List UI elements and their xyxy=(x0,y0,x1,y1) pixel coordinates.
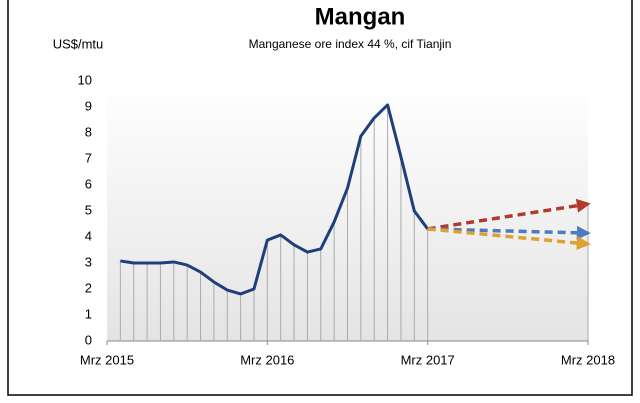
forecast-arrow xyxy=(427,227,591,250)
y-tick-label: 8 xyxy=(85,124,92,139)
y-tick-label: 10 xyxy=(78,72,92,87)
y-tick-label: 9 xyxy=(85,98,92,113)
line-series xyxy=(120,103,429,296)
forecast-arrow xyxy=(427,198,591,231)
x-tick-label: Mrz 2016 xyxy=(240,352,294,367)
forecast-arrow xyxy=(427,225,591,240)
x-tick-label: Mrz 2015 xyxy=(80,352,134,367)
frame xyxy=(7,0,633,396)
y-axis-label: US$/mtu xyxy=(53,36,104,51)
y-tick-label: 3 xyxy=(85,254,92,269)
x-tick-label: Mrz 2018 xyxy=(561,352,615,367)
chart-subtitle: Manganese ore index 44 %, cif Tianjin xyxy=(249,37,452,51)
x-tick-label: Mrz 2017 xyxy=(401,352,455,367)
y-tick-label: 7 xyxy=(85,150,92,165)
y-tick-label: 2 xyxy=(85,280,92,295)
y-tick-label: 5 xyxy=(85,202,92,217)
y-tick-label: 1 xyxy=(85,306,92,321)
y-tick-label: 6 xyxy=(85,176,92,191)
y-tick-label: 4 xyxy=(85,228,92,243)
chart-title: Mangan xyxy=(315,3,406,30)
y-tick-label: 0 xyxy=(85,332,92,347)
